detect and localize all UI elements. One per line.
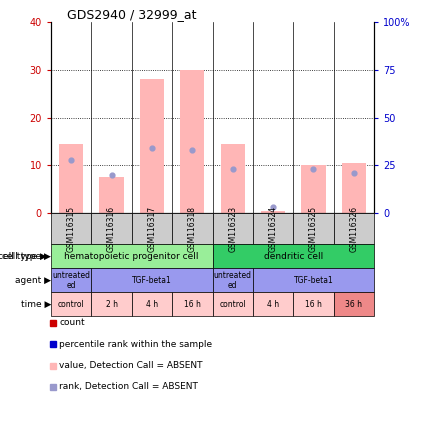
Bar	[140, 79, 164, 213]
Text: GSM116325: GSM116325	[309, 206, 318, 252]
Text: cell type ▶: cell type ▶	[2, 252, 51, 261]
Point	[310, 166, 317, 173]
Text: 16 h: 16 h	[305, 300, 322, 309]
Text: control: control	[58, 300, 85, 309]
FancyBboxPatch shape	[334, 213, 374, 244]
FancyBboxPatch shape	[51, 213, 91, 244]
Point	[269, 204, 276, 211]
Text: 4 h: 4 h	[267, 300, 279, 309]
FancyBboxPatch shape	[293, 292, 334, 316]
Point	[350, 170, 357, 177]
Point	[189, 147, 196, 154]
FancyBboxPatch shape	[334, 292, 374, 316]
FancyBboxPatch shape	[51, 292, 91, 316]
Text: agent ▶: agent ▶	[15, 276, 51, 285]
Text: cell type ▶: cell type ▶	[0, 252, 47, 261]
Text: hematopoietic progenitor cell: hematopoietic progenitor cell	[65, 252, 199, 261]
FancyBboxPatch shape	[91, 268, 212, 292]
FancyBboxPatch shape	[172, 213, 212, 244]
Text: 36 h: 36 h	[345, 300, 362, 309]
Text: TGF-beta1: TGF-beta1	[294, 276, 333, 285]
Text: 4 h: 4 h	[146, 300, 158, 309]
FancyBboxPatch shape	[51, 268, 91, 292]
Text: count: count	[59, 318, 85, 327]
FancyBboxPatch shape	[212, 213, 253, 244]
FancyBboxPatch shape	[212, 244, 374, 268]
Text: time ▶: time ▶	[21, 300, 51, 309]
FancyBboxPatch shape	[132, 213, 172, 244]
FancyBboxPatch shape	[91, 213, 132, 244]
FancyBboxPatch shape	[253, 292, 293, 316]
FancyBboxPatch shape	[172, 292, 212, 316]
FancyBboxPatch shape	[293, 213, 334, 244]
Text: GSM116323: GSM116323	[228, 206, 237, 252]
Bar	[221, 144, 245, 213]
FancyBboxPatch shape	[132, 292, 172, 316]
FancyBboxPatch shape	[51, 244, 212, 268]
Text: GDS2940 / 32999_at: GDS2940 / 32999_at	[67, 8, 197, 21]
Point	[108, 171, 115, 178]
Bar	[261, 211, 285, 213]
Text: dendritic cell: dendritic cell	[264, 252, 323, 261]
Text: 16 h: 16 h	[184, 300, 201, 309]
Text: value, Detection Call = ABSENT: value, Detection Call = ABSENT	[59, 361, 203, 370]
Text: untreated
ed: untreated ed	[214, 270, 252, 290]
Text: rank, Detection Call = ABSENT: rank, Detection Call = ABSENT	[59, 382, 198, 391]
FancyBboxPatch shape	[253, 213, 293, 244]
Text: GSM116326: GSM116326	[349, 206, 358, 252]
Text: untreated
ed: untreated ed	[52, 270, 90, 290]
Text: control: control	[219, 300, 246, 309]
Point	[148, 145, 155, 152]
Bar	[342, 163, 366, 213]
Point	[229, 166, 236, 173]
FancyBboxPatch shape	[212, 268, 253, 292]
Text: GSM116324: GSM116324	[269, 206, 278, 252]
Text: GSM116317: GSM116317	[147, 206, 156, 252]
Text: GSM116315: GSM116315	[67, 206, 76, 252]
Text: TGF-beta1: TGF-beta1	[132, 276, 172, 285]
Bar	[99, 177, 124, 213]
Text: GSM116316: GSM116316	[107, 206, 116, 252]
FancyBboxPatch shape	[253, 268, 374, 292]
Text: percentile rank within the sample: percentile rank within the sample	[59, 340, 212, 349]
Bar	[180, 70, 204, 213]
Bar	[301, 166, 326, 213]
FancyBboxPatch shape	[212, 292, 253, 316]
Point	[68, 156, 75, 163]
FancyBboxPatch shape	[91, 292, 132, 316]
Text: GSM116318: GSM116318	[188, 206, 197, 252]
Text: 2 h: 2 h	[105, 300, 118, 309]
Bar	[59, 144, 83, 213]
